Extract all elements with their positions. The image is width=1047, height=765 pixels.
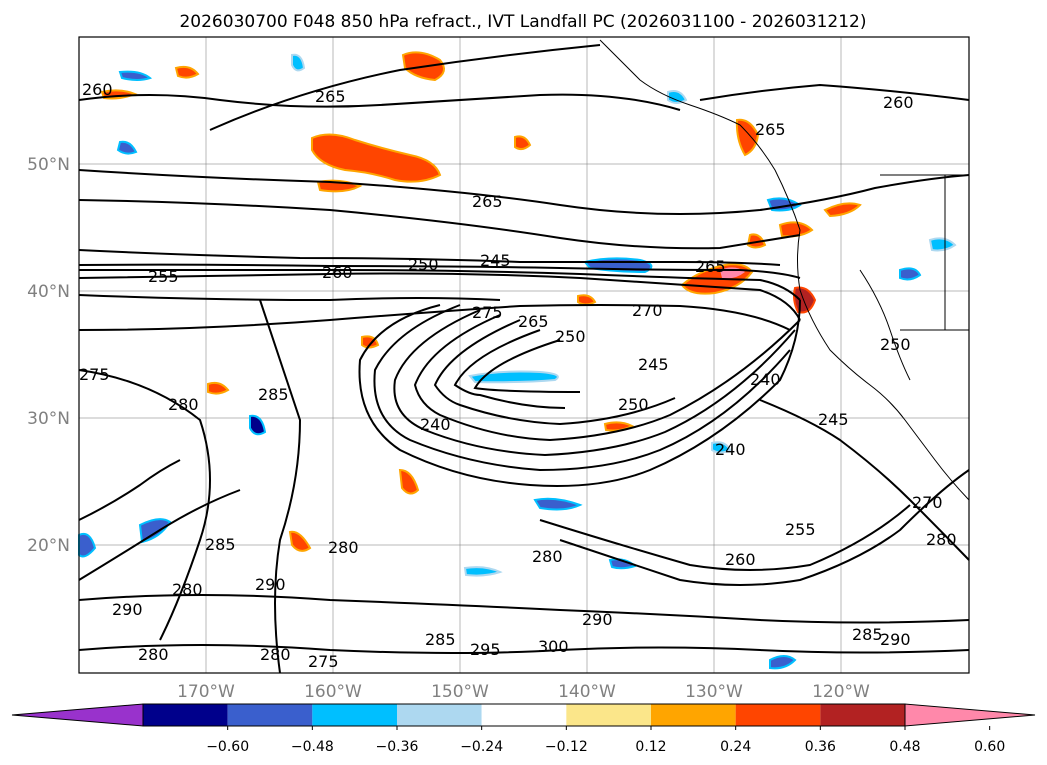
contour-label: 260 [883, 93, 914, 112]
colorbar-tick-label: 0.12 [635, 739, 666, 755]
contour-label: 245 [818, 410, 849, 429]
contour-label: 240 [750, 370, 781, 389]
lon-label-170w: 170°W [177, 682, 235, 702]
contour-label: 265 [315, 87, 346, 106]
colorbar-tick-label: 0.24 [720, 739, 751, 755]
colorbar-tick-label: −0.48 [291, 739, 334, 755]
contour-label: 245 [480, 251, 511, 270]
colorbar-extend-low [11, 703, 144, 727]
lat-label-30n: 30°N [27, 409, 70, 429]
contour-label: 265 [472, 192, 503, 211]
lon-label-120w: 120°W [812, 682, 870, 702]
lat-label-20n: 20°N [27, 536, 70, 556]
colorbar-tick-label: 0.36 [805, 739, 836, 755]
contour-label: 285 [205, 535, 236, 554]
contour-label: 270 [912, 493, 943, 512]
contour-label: 290 [880, 630, 911, 649]
contour-label: 280 [532, 547, 563, 566]
contour-label: 250 [880, 335, 911, 354]
contour-label: 270 [632, 301, 663, 320]
contour-label: 280 [926, 530, 957, 549]
contour-label: 260 [322, 263, 353, 282]
contour-label: 280 [328, 538, 359, 557]
colorbar-tick-label: −0.12 [545, 739, 588, 755]
contour-labels: 260 255 265 260 260 265 250 245 265 265 … [79, 80, 957, 671]
contour-label: 275 [79, 365, 110, 384]
contour-label: 265 [755, 120, 786, 139]
contour-label: 255 [785, 520, 816, 539]
colorbar-tick-label: −0.36 [376, 739, 419, 755]
contour-label: 300 [538, 637, 569, 656]
contour-label: 260 [82, 80, 113, 99]
contour-label: 285 [852, 625, 883, 644]
contour-label: 275 [308, 652, 339, 671]
colorbar-segment [651, 704, 736, 726]
lat-label-40n: 40°N [27, 282, 70, 302]
colorbar-segment [143, 704, 228, 726]
contour-label: 280 [260, 645, 291, 664]
colorbar-segment [735, 704, 821, 726]
colorbar: −0.60 −0.48 −0.36 −0.24 −0.12 0.12 0.24 0.36 0.4… [11, 703, 1036, 755]
contour-label: 250 [618, 395, 649, 414]
contour-label: 240 [715, 440, 746, 459]
longitude-labels: 170°W 160°W 150°W 140°W 130°W 120°W [177, 682, 870, 702]
colorbar-tick-label: 0.48 [889, 739, 920, 755]
contour-label: 265 [518, 312, 549, 331]
contour-label: 260 [725, 550, 756, 569]
colorbar-segment [820, 704, 905, 726]
contour-label: 285 [258, 385, 289, 404]
lon-label-140w: 140°W [558, 682, 616, 702]
colorbar-tick-label: −0.24 [460, 739, 503, 755]
latitude-labels: 50°N 40°N 30°N 20°N [27, 155, 70, 556]
refractivity-contours [78, 44, 970, 674]
north-america-coastline [599, 39, 970, 501]
colorbar-segment [481, 704, 567, 726]
contour-label: 280 [168, 395, 199, 414]
lon-label-160w: 160°W [304, 682, 362, 702]
colorbar-frame [142, 703, 906, 727]
contour-label: 255 [148, 267, 179, 286]
figure-title: 2026030700 F048 850 hPa refract., IVT La… [179, 12, 866, 32]
contour-label: 280 [138, 645, 169, 664]
contour-label: 290 [255, 575, 286, 594]
colorbar-segment [227, 704, 313, 726]
colorbar-tick-label: 0.60 [974, 739, 1005, 755]
lat-label-50n: 50°N [27, 155, 70, 175]
contour-label: 245 [638, 355, 669, 374]
colorbar-segment [566, 704, 651, 726]
contour-label: 290 [112, 600, 143, 619]
contour-label: 275 [472, 303, 503, 322]
contour-label: 265 [695, 257, 726, 276]
contour-label: 250 [408, 255, 439, 274]
contour-label: 290 [582, 610, 613, 629]
colorbar-extend-high [904, 703, 1036, 727]
contour-label: 280 [172, 580, 203, 599]
colorbar-segment [312, 704, 397, 726]
contour-label: 250 [555, 327, 586, 346]
lon-label-130w: 130°W [685, 682, 743, 702]
map-frame [78, 36, 970, 674]
lon-label-150w: 150°W [431, 682, 489, 702]
colorbar-segment [397, 704, 482, 726]
contour-label: 295 [470, 640, 501, 659]
colorbar-tick-label: −0.60 [206, 739, 249, 755]
map-panel: 260 255 265 260 260 265 250 245 265 265 … [78, 36, 970, 674]
contour-label: 240 [420, 415, 451, 434]
contour-label: 285 [425, 630, 456, 649]
